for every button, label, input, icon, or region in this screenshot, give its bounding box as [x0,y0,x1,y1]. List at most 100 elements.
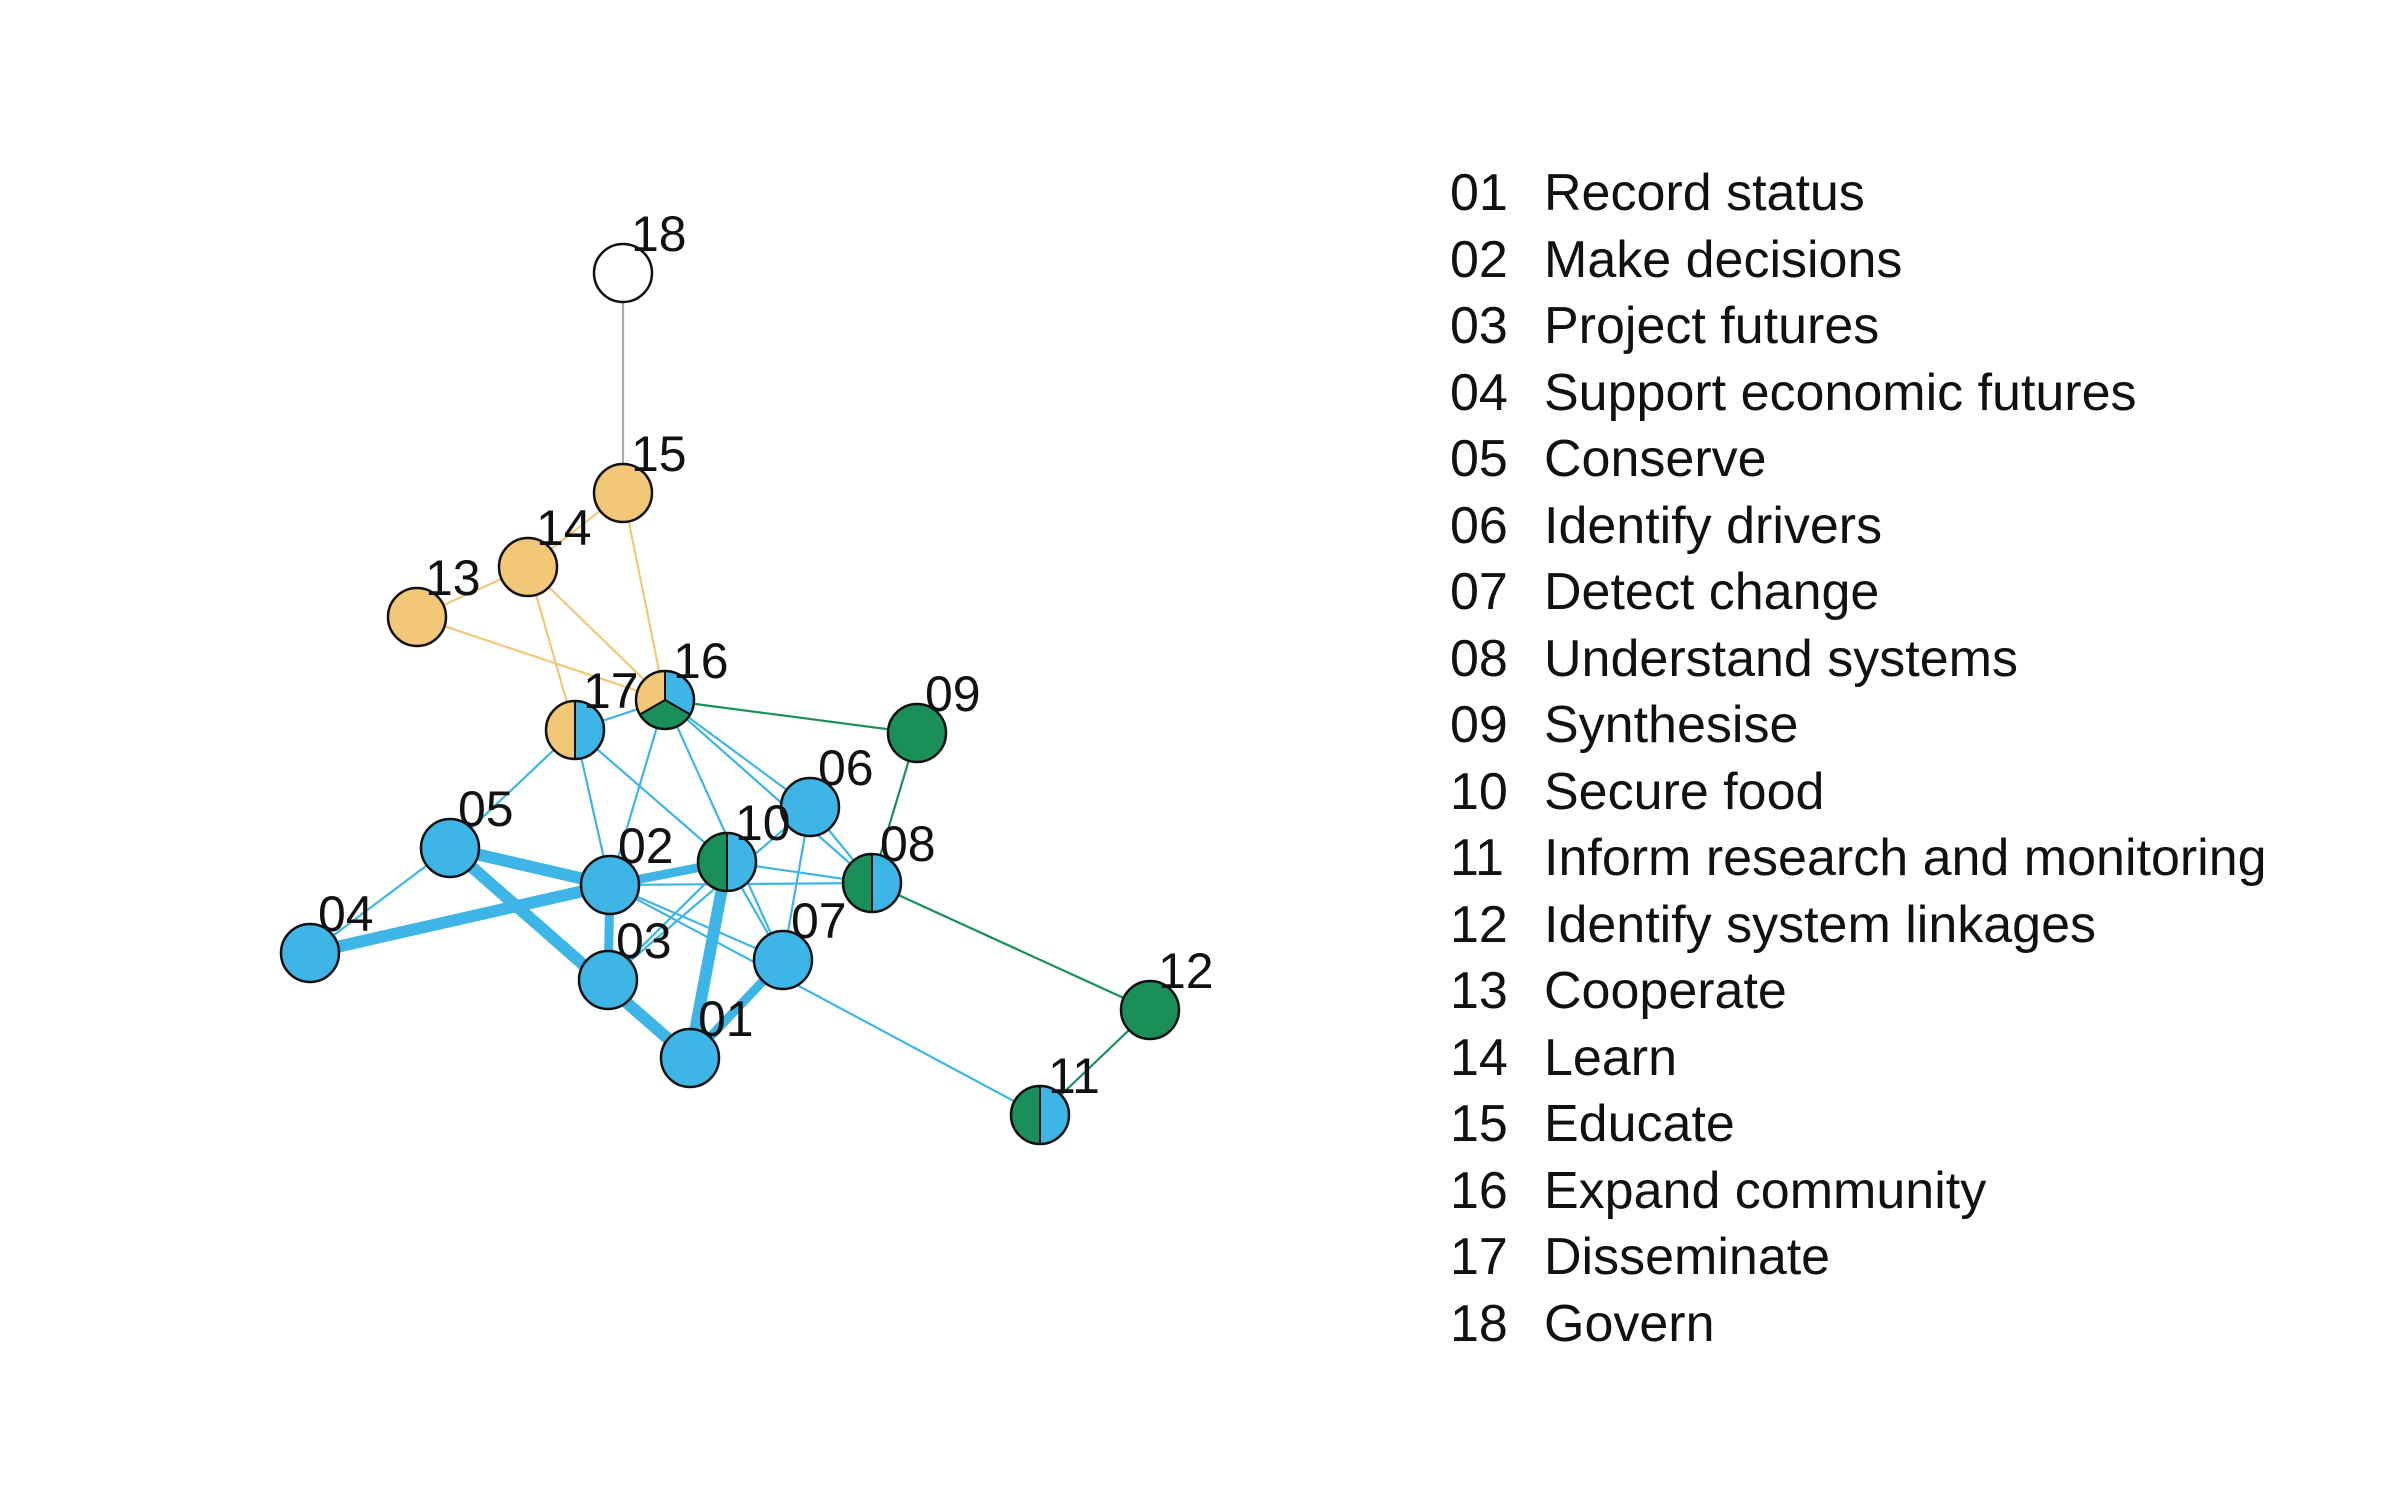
node-outline [841,852,903,914]
node-outline [497,536,559,598]
edge-02-07 [608,883,785,962]
node-fill [388,588,446,646]
node-11: 11 [1009,1048,1100,1146]
legend-item-15: 15 Educate [1450,1091,2267,1158]
legend-label: Learn [1544,1028,1677,1087]
node-label-09: 09 [925,666,981,722]
node-label-10: 10 [735,795,791,851]
legend-item-01: 01 Record status [1450,160,2267,227]
node-fill [594,464,652,522]
node-outline [592,462,654,524]
node-label-17: 17 [583,663,639,719]
node-fill [421,819,479,877]
legend-item-12: 12 Identify system linkages [1450,892,2267,959]
node-outline [752,929,814,991]
legend-code: 04 [1450,363,1508,422]
node-sector-green [1010,1084,1041,1146]
node-08: 08 [841,816,936,914]
node-label-12: 12 [1158,943,1214,999]
legend-label: Educate [1544,1095,1735,1153]
node-outline [592,242,654,304]
node-12: 12 [1119,943,1214,1041]
node-label-02: 02 [618,818,674,874]
edge-03-06 [606,805,812,982]
node-02: 02 [579,818,674,916]
legend-code: 09 [1450,696,1508,754]
node-10: 10 [696,795,791,893]
node-fill [281,924,339,982]
edge-layer [304,271,1152,1117]
node-label-15: 15 [631,426,687,482]
node-label-18: 18 [631,206,687,262]
edge-14-16 [526,565,667,702]
legend-label: Detect change [1544,563,1880,621]
node-label-07: 07 [791,893,847,949]
legend-item-18: 18 Govern [1450,1291,2267,1358]
legend-item-13: 13 Cooperate [1450,958,2267,1025]
node-outline [634,669,696,731]
legend-code: 08 [1450,629,1508,688]
legend-code: 16 [1450,1161,1508,1220]
node-label-05: 05 [458,781,514,837]
legend-code: 10 [1450,762,1508,821]
node-fill [888,704,946,762]
node-15: 15 [592,426,687,524]
edge-10-01 [684,856,733,1064]
legend-label: Support economic futures [1544,363,2137,422]
legend-item-11: 11 Inform research and monitoring [1450,825,2267,892]
legend-code: 17 [1450,1228,1508,1286]
node-sector-yellow [545,699,576,761]
node-label-01: 01 [698,991,754,1047]
legend-label: Record status [1544,164,1865,222]
edge-16-09 [663,698,919,735]
legend-label: Identify system linkages [1544,895,2097,954]
edge-05-01 [444,842,696,1064]
legend-label: Govern [1544,1294,1715,1353]
node-05: 05 [419,781,514,879]
legend-item-04: 04 Support economic futures [1450,360,2267,427]
legend-item-09: 09 Synthesise [1450,692,2267,759]
node-outline [419,817,481,879]
edge-17-10 [573,728,729,864]
edge-16-08 [663,698,874,885]
node-01: 01 [659,991,754,1089]
legend: 01 Record status 02 Make decisions 03 Proje… [1450,160,2267,1357]
node-18: 18 [592,206,687,304]
legend-code: 05 [1450,430,1508,488]
node-label-13: 13 [425,550,481,606]
legend-label: Conserve [1544,430,1767,488]
node-16: 16 [634,633,729,731]
node-outline [577,949,639,1011]
node-outline [696,831,758,893]
legend-code: 12 [1450,895,1508,954]
legend-label: Synthesise [1544,696,1799,754]
legend-code: 06 [1450,496,1508,555]
node-label-14: 14 [536,500,592,556]
legend-label: Understand systems [1544,629,2018,688]
node-outline [886,702,948,764]
legend-label: Expand community [1544,1161,1987,1220]
node-04: 04 [279,886,374,984]
legend-code: 03 [1450,297,1508,355]
node-layer: 01 02 03 04 05 06 07 08 09 10 11 12 13 14 15 16 17 18 [279,206,1214,1146]
legend-code: 13 [1450,962,1508,1020]
node-outline [279,922,341,984]
edge-04-02 [304,879,616,959]
node-label-06: 06 [818,740,874,796]
legend-item-10: 10 Secure food [1450,759,2267,826]
node-label-04: 04 [318,886,374,942]
edge-02-11 [608,883,1042,1117]
node-17: 17 [544,663,639,761]
node-fill [661,1029,719,1087]
node-label-16: 16 [673,633,729,689]
node-13: 13 [386,550,481,648]
legend-item-16: 16 Expand community [1450,1158,2267,1225]
node-fill [579,951,637,1009]
node-fill [594,244,652,302]
legend-item-02: 02 Make decisions [1450,227,2267,294]
legend-code: 02 [1450,230,1508,289]
node-outline [1009,1084,1071,1146]
legend-item-03: 03 Project futures [1450,293,2267,360]
legend-label: Cooperate [1544,962,1787,1020]
